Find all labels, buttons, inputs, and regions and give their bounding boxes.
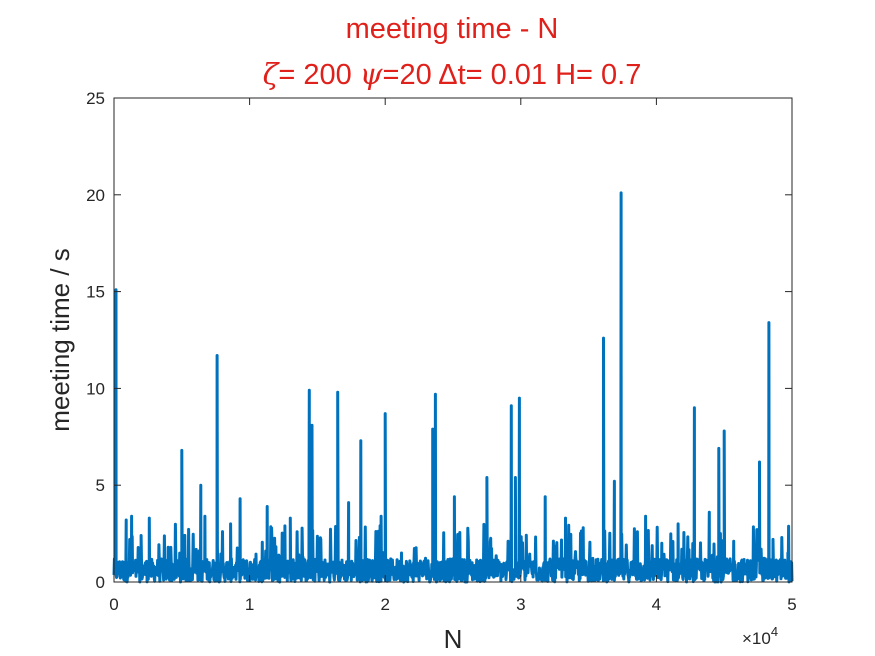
- y-tick-label: 20: [86, 186, 105, 205]
- y-tick-label: 10: [86, 379, 105, 398]
- y-axis-label: meeting time / s: [45, 248, 75, 432]
- x-tick-label: 2: [380, 595, 389, 614]
- x-tick-label: 3: [516, 595, 525, 614]
- x-axis: 0 1 2 3 4 5: [109, 98, 797, 614]
- y-tick-label: 0: [96, 573, 105, 592]
- y-tick-label: 15: [86, 283, 105, 302]
- series-line: [112, 191, 794, 584]
- y-axis: 0 5 10 15 20 25: [86, 89, 792, 592]
- chart-subtitle: ζ= 200 ψ=20 Δt= 0.01 H= 0.7: [263, 57, 642, 91]
- series-path: [112, 191, 794, 584]
- x-axis-label: N: [444, 624, 463, 654]
- chart-title: meeting time - N: [346, 13, 559, 45]
- x-tick-label: 1: [245, 595, 254, 614]
- x-exponent-label: ×104: [742, 624, 778, 648]
- plot-frame: [113, 97, 793, 583]
- y-tick-label: 25: [86, 89, 105, 108]
- x-tick-label: 5: [787, 595, 796, 614]
- x-tick-label: 4: [652, 595, 661, 614]
- x-tick-label: 0: [109, 595, 118, 614]
- y-tick-label: 5: [96, 476, 105, 495]
